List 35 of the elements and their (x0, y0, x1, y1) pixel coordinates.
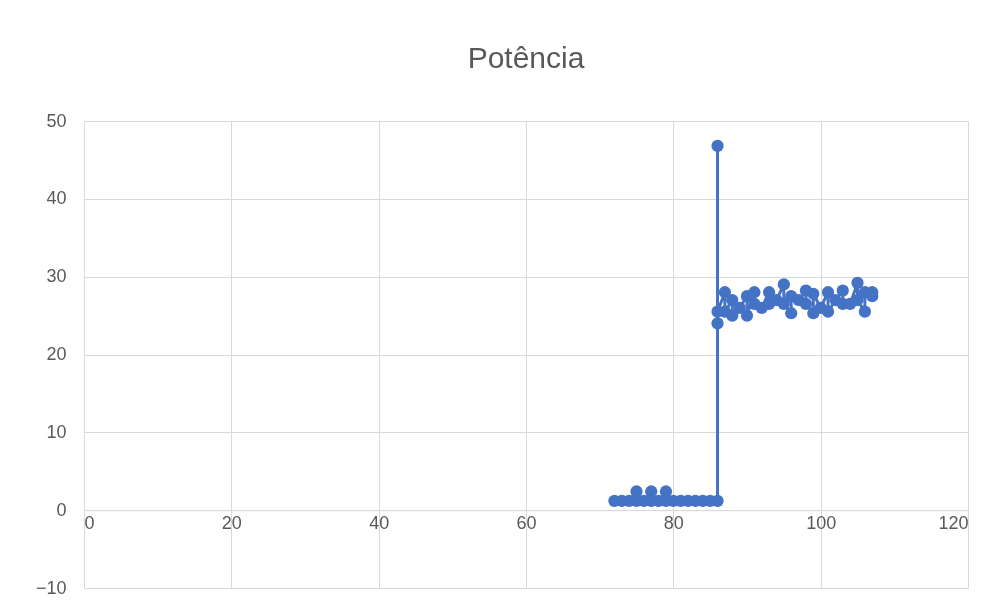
point (718, 286, 732, 299)
x-tick-label: 120 (938, 512, 969, 533)
y-tick-label: −10 (35, 577, 67, 598)
y-tick-label: 10 (46, 421, 67, 442)
point (807, 287, 820, 300)
x-tick-label: 0 (84, 512, 95, 533)
point (799, 297, 813, 311)
x-tick-label: 100 (806, 512, 837, 533)
point (821, 305, 835, 318)
x-tick-label: 60 (516, 512, 537, 533)
y-tick-label: 40 (46, 188, 67, 209)
point (711, 317, 724, 330)
x-tick-label: 20 (221, 512, 242, 533)
x-tick-label: 40 (369, 512, 390, 533)
y-tick-label: 50 (46, 110, 67, 131)
point (777, 278, 790, 291)
chart-title: Potência (467, 41, 585, 74)
point (777, 297, 790, 311)
y-tick-label: 0 (56, 499, 67, 520)
point (851, 276, 864, 290)
point (836, 284, 849, 297)
point (733, 301, 746, 314)
y-tick-label: 20 (46, 344, 67, 364)
x-tick-label: 80 (663, 512, 684, 533)
point (748, 286, 761, 299)
point (851, 293, 864, 307)
point (711, 139, 724, 153)
point (858, 305, 871, 318)
point (821, 286, 835, 299)
point (785, 307, 798, 320)
point (726, 309, 739, 322)
point (740, 309, 754, 322)
point (762, 286, 776, 299)
point (726, 293, 739, 307)
y-tick-label: 30 (46, 266, 67, 287)
